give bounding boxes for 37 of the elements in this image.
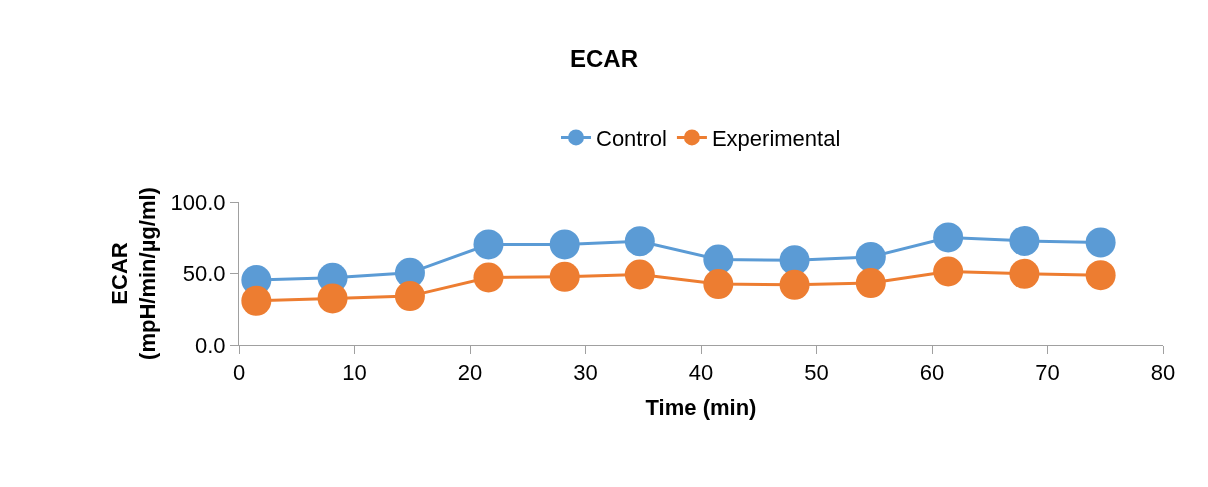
point (779, 269, 810, 300)
y-tick-label: 50.0 (182, 261, 226, 287)
point (624, 226, 655, 257)
point (703, 269, 734, 300)
legend-label: Control (596, 126, 667, 152)
x-tick-label: 70 (1035, 360, 1060, 386)
point (1085, 227, 1116, 258)
x-tick-label: 30 (573, 360, 598, 386)
point (1085, 260, 1116, 291)
chart-title: ECAR (569, 44, 639, 72)
point (1009, 258, 1040, 289)
x-tick-label: 40 (688, 360, 714, 386)
point (855, 268, 886, 299)
point (473, 262, 504, 293)
y-tick-label: 100.0 (170, 189, 226, 215)
y-tick-label: 0.0 (195, 332, 226, 358)
point (1009, 225, 1040, 256)
x-tick-label: 50 (804, 360, 829, 386)
point (549, 261, 580, 292)
point (703, 244, 734, 275)
point (317, 283, 348, 314)
x-axis-title: Time (min) (645, 395, 757, 421)
x-tick-label: 0 (232, 360, 246, 386)
point (394, 281, 425, 312)
x-tick-label: 10 (342, 360, 367, 386)
x-tick-label: 80 (1150, 360, 1176, 386)
y-axis-title: ECAR (mpH/min/µg/ml) (106, 187, 161, 360)
point (855, 241, 886, 272)
point (549, 229, 580, 260)
point (933, 256, 964, 287)
x-tick-label: 20 (457, 360, 483, 386)
x-tick-label: 60 (919, 360, 945, 386)
point (624, 259, 655, 290)
point (933, 222, 964, 253)
point (473, 229, 504, 260)
point (241, 285, 272, 316)
legend-label: Experimental (711, 126, 841, 152)
